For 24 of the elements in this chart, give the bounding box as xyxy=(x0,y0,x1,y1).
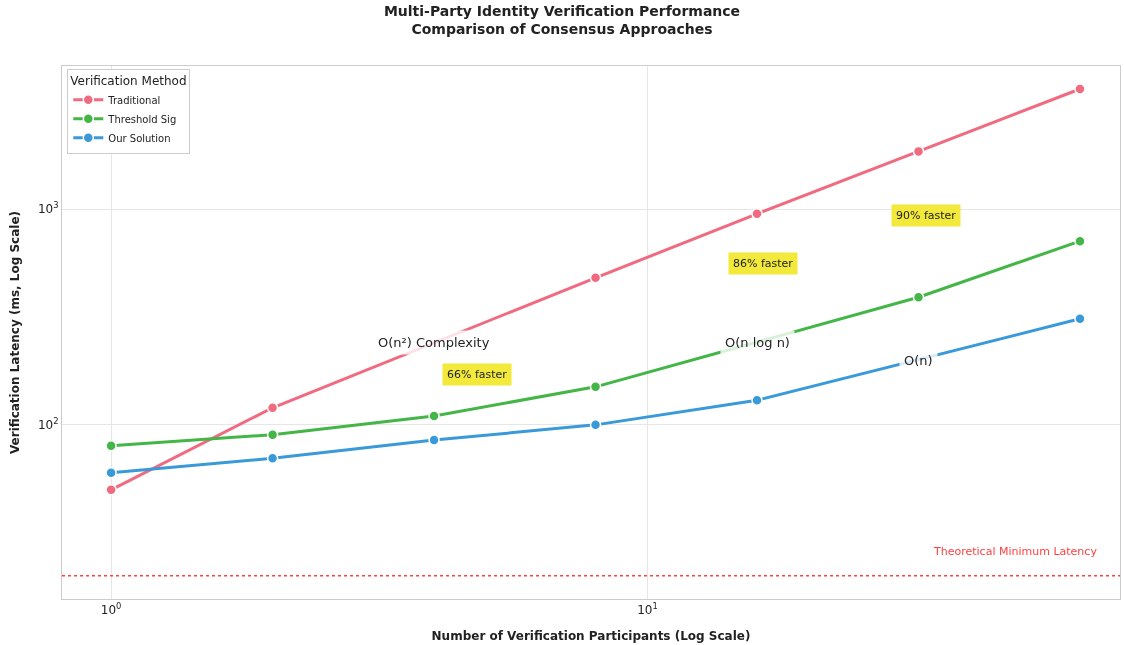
annotation: 66% faster xyxy=(447,368,508,381)
annotation: O(n log n) xyxy=(725,335,790,350)
annotation: O(n) xyxy=(904,353,933,368)
point xyxy=(428,410,440,422)
x-tick-label: 10$^{0}$ xyxy=(100,601,122,618)
chart-title: Multi-Party Identity Verification Performance Comparison of Consensus Approaches xyxy=(383,3,741,38)
ref-line-label: Theoretical Minimum Latency xyxy=(933,545,1098,558)
point xyxy=(105,466,117,479)
legend-label: Threshold Sig xyxy=(107,113,177,125)
legend-title: Verification Method xyxy=(70,74,187,89)
y-tick-label: 10$^{3}$ xyxy=(37,200,59,217)
y-axis-title: Verification Latency (ms, Log Scale) xyxy=(8,210,23,455)
point xyxy=(428,434,440,446)
annotation: 90% faster xyxy=(896,209,957,222)
legend-label: Our Solution xyxy=(108,132,171,144)
point xyxy=(1074,83,1086,95)
point xyxy=(105,440,117,452)
y-tick-label: 10$^{2}$ xyxy=(37,416,59,433)
x-tick-label: 10$^{1}$ xyxy=(637,601,658,618)
annotation: O(n²) Complexity xyxy=(378,335,490,350)
point xyxy=(105,484,117,496)
annotation: 86% faster xyxy=(733,257,794,270)
x-axis-title: Number of Verification Participants (Log Scale) xyxy=(431,629,751,644)
legend-label: Traditional xyxy=(107,94,161,106)
